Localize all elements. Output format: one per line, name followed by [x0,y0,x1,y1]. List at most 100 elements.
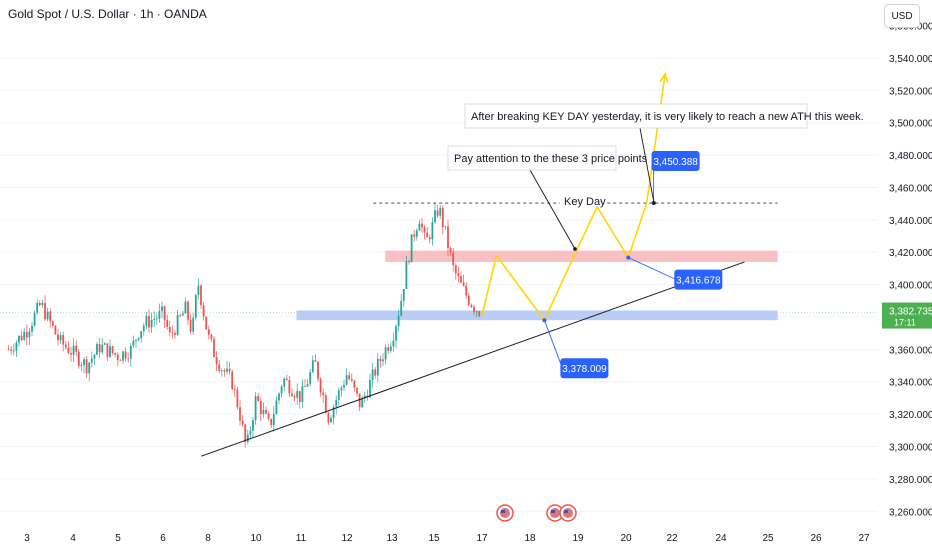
candle-down [70,353,72,355]
chart-overlays[interactable]: Key Day 3,450.388 3,416.678 3,378.009 After … [201,72,864,457]
price-tick-label: 3,360.000 [889,345,932,356]
economic-events[interactable] [496,504,577,522]
price-tick-label: 3,460.000 [889,183,932,194]
price-points-annotation-box[interactable] [447,145,617,171]
time-axis[interactable]: 3 4 5 6 8 10 11 12 13 15 17 18 19 20 22 24 25 26 27 [24,533,870,544]
event-icon-canton [501,510,505,513]
candle-up [184,301,187,314]
candle-up [306,383,309,387]
candle-down [10,349,13,351]
candle-down [189,319,192,332]
candle-up [369,379,371,398]
price-tick-label: 3,300.000 [889,443,932,454]
price-point-dot [626,255,631,260]
current-price-tag[interactable] [882,302,932,329]
support-zone[interactable] [296,310,778,321]
price-label-box[interactable] [651,151,700,172]
candle-down [314,360,317,362]
candle-up [311,360,314,373]
candle-up [153,319,156,320]
candle-up [140,331,143,338]
candle-down [57,334,59,341]
price-axis[interactable]: 3,260.000 3,280.000 3,300.000 3,320.000 3,34… [882,22,932,519]
price-tick-label: 3,280.000 [889,475,932,486]
candle-down [241,420,244,425]
candle-down [291,393,293,397]
candle-up [384,347,387,360]
candle-down [478,311,481,317]
candle-down [348,375,351,379]
candle-up [254,396,257,421]
candle-up [330,417,332,423]
candle-up [410,234,413,263]
ath-annotation-box[interactable] [464,103,808,129]
candle-down [207,329,210,335]
candle-up [31,325,33,332]
candle-down [228,368,231,372]
us-flag-event-icon[interactable] [559,504,577,522]
candle-down [288,379,291,394]
price-label-box[interactable] [560,358,609,379]
candle-up [283,378,286,387]
candle-down [202,305,205,317]
price-tick-label: 3,440.000 [889,216,932,227]
candle-up [103,343,106,345]
event-icon-canton [551,510,555,513]
candle-down [457,273,460,277]
candle-down [452,252,455,266]
candle-down [187,301,189,320]
candle-down [426,232,429,238]
candle-down [408,261,410,263]
candle-up [405,261,408,289]
candle-up [382,359,384,362]
annotation-pointer [639,127,655,204]
candle-down [7,349,10,351]
candle-down [38,302,41,306]
candle-down [77,351,80,366]
candle-up [475,311,478,313]
candle-down [127,358,130,360]
candle-down [350,378,353,381]
candle-up [83,359,85,366]
event-icon-canton [564,510,568,513]
time-tick-label: 18 [524,533,536,544]
candle-down [44,302,46,320]
candle-up [23,331,26,340]
time-tick-label: 12 [341,533,353,544]
trendline[interactable] [201,261,745,457]
candle-down [428,237,431,240]
candle-up [345,375,348,385]
candle-down [319,379,322,393]
candle-up [129,345,132,359]
currency-button[interactable]: USD [884,4,920,28]
candle-up [46,311,49,320]
candle-down [75,345,78,352]
candle-down [265,409,267,414]
candle-up [90,358,93,363]
price-zones[interactable] [296,250,778,321]
price-point-dot [542,318,547,323]
projection-path[interactable] [481,74,666,322]
candle-up [402,288,405,301]
price-label-box[interactable] [674,269,723,290]
resistance-zone[interactable] [385,250,778,262]
candle-up [12,350,15,352]
candle-up [158,311,161,319]
candle-down [374,369,377,376]
candle-up [155,318,158,320]
key-day-label-bg [560,194,604,209]
candle-down [317,361,319,380]
candle-down [213,339,215,358]
candle-up [142,325,145,332]
price-tick-label: 3,260.000 [889,507,932,518]
annotation-anchor-dot [652,201,656,205]
time-tick-label: 20 [620,533,632,544]
candle-up [309,372,312,384]
candle-up [332,406,335,418]
us-flag-event-icon[interactable] [496,504,514,522]
candle-up [220,370,223,372]
price-tick-label: 3,500.000 [889,119,932,130]
candle-down [358,393,361,408]
candle-down [449,248,452,253]
